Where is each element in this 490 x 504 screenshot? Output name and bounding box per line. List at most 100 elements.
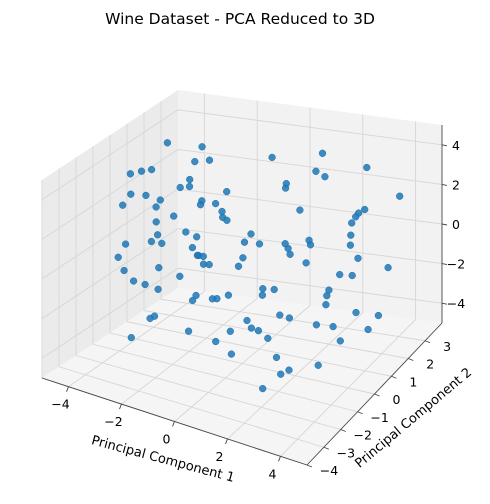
data-point <box>276 311 284 319</box>
data-point <box>361 205 369 214</box>
data-point <box>223 187 231 196</box>
data-point <box>205 156 214 164</box>
y-tick-mark <box>374 393 380 397</box>
data-point <box>329 322 337 331</box>
data-point <box>224 291 233 299</box>
data-point <box>354 254 362 262</box>
x-tick-label: −4 <box>51 397 69 412</box>
data-point <box>150 312 159 320</box>
z-tick-mark <box>441 223 448 226</box>
y-tick-mark <box>306 464 313 468</box>
data-point <box>199 252 207 261</box>
y-tick-label: 3 <box>443 339 451 354</box>
x-tick-label: −2 <box>104 414 122 429</box>
data-point <box>176 272 184 280</box>
data-point <box>185 182 194 191</box>
x-tick-mark <box>225 438 228 445</box>
data-point <box>137 167 146 175</box>
data-point <box>119 201 127 209</box>
y-tick-label: −2 <box>354 428 372 443</box>
y-tick-label: 1 <box>409 374 417 389</box>
data-point <box>346 241 355 249</box>
data-point <box>120 266 128 275</box>
data-point <box>312 167 320 175</box>
data-point <box>163 139 172 147</box>
data-point <box>272 353 281 362</box>
y-tick-mark <box>424 340 431 344</box>
grid-line <box>177 188 443 225</box>
data-point <box>240 238 249 246</box>
z-tick-label: −4 <box>447 296 465 311</box>
data-point <box>186 175 194 184</box>
data-point <box>193 251 202 260</box>
grid-line <box>177 148 443 185</box>
axis-panes <box>42 90 442 465</box>
data-point <box>114 253 122 261</box>
data-point <box>312 321 321 329</box>
x-tick-mark <box>278 456 281 462</box>
data-point <box>234 262 243 270</box>
grid-line <box>58 366 325 448</box>
data-point <box>208 295 217 303</box>
data-point <box>277 370 285 378</box>
data-point <box>336 337 344 345</box>
data-point <box>155 264 163 272</box>
x-tick-mark <box>172 421 175 427</box>
data-point <box>152 203 160 211</box>
data-point <box>191 157 199 166</box>
z-tick-mark <box>441 263 448 266</box>
y-tick-label: 0 <box>393 392 401 407</box>
data-point <box>348 271 356 280</box>
data-point <box>322 301 330 309</box>
data-point <box>247 230 255 238</box>
data-point <box>156 196 164 204</box>
data-point <box>176 183 184 192</box>
data-point <box>227 350 236 358</box>
x-tick-mark <box>66 386 69 392</box>
data-point <box>352 308 360 317</box>
data-point <box>212 337 220 346</box>
y-tick-label: −1 <box>370 410 388 425</box>
grid-line <box>177 109 443 146</box>
data-point <box>374 311 383 320</box>
data-point <box>268 153 276 162</box>
grid-line <box>177 267 443 304</box>
data-point <box>127 333 135 342</box>
data-point <box>154 285 162 293</box>
data-point <box>270 285 278 294</box>
z-tick-mark <box>441 302 448 305</box>
data-point <box>147 165 156 174</box>
data-point <box>198 143 206 151</box>
data-point <box>259 384 267 393</box>
data-point <box>302 259 310 267</box>
data-point <box>141 280 149 289</box>
data-point <box>364 325 372 334</box>
data-point <box>170 212 178 220</box>
data-point <box>314 361 322 369</box>
data-point <box>285 314 294 322</box>
y-tick-label: 2 <box>426 357 434 372</box>
data-point <box>153 231 162 239</box>
x-tick-label: 2 <box>216 449 224 464</box>
data-point <box>306 241 315 249</box>
data-point <box>258 291 267 299</box>
data-point <box>193 233 201 241</box>
data-point <box>325 286 333 294</box>
data-point <box>247 324 256 332</box>
z-tick-label: 0 <box>452 217 460 232</box>
grid-lines <box>41 93 443 466</box>
data-point <box>211 199 220 208</box>
data-point <box>264 334 272 342</box>
chart-title: Wine Dataset - PCA Reduced to 3D <box>105 10 375 28</box>
data-point <box>348 219 356 227</box>
data-point <box>188 296 197 305</box>
data-point <box>384 263 392 272</box>
data-point <box>152 218 160 226</box>
grid-line <box>143 310 409 359</box>
data-point <box>321 173 329 181</box>
data-point <box>239 254 247 262</box>
data-point <box>354 209 363 217</box>
grid-line <box>126 321 392 377</box>
z-tick-label: −2 <box>447 257 465 272</box>
